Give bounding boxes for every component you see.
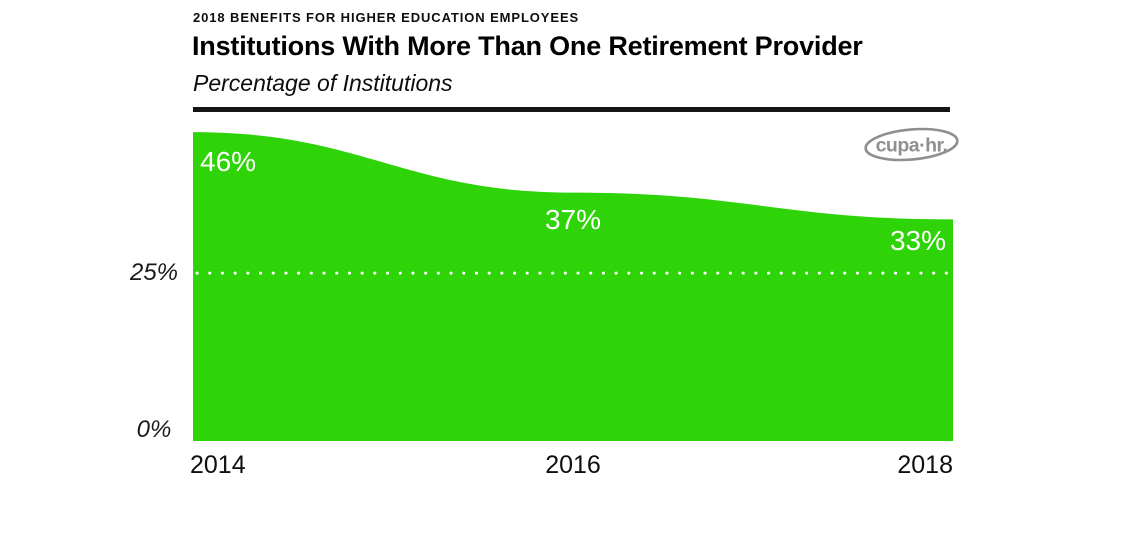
x-tick-2014: 2014 — [190, 451, 246, 479]
data-label-2014: 46% — [200, 146, 257, 178]
y-tick-25: 25% — [129, 259, 179, 287]
chart-title: Institutions With More Than One Retireme… — [192, 31, 863, 61]
report-eyebrow: 2018 BENEFITS FOR HIGHER EDUCATION EMPLO… — [193, 10, 580, 25]
y-tick-0: 0% — [136, 416, 172, 443]
data-label-2016: 37% — [544, 203, 602, 235]
header-rule — [193, 107, 950, 112]
data-label-2018: 33% — [889, 225, 946, 257]
logo-text: cupa·hr. — [876, 135, 948, 157]
x-tick-2018: 2018 — [897, 451, 953, 479]
logo-oval-icon: cupa·hr. — [864, 127, 959, 162]
cupa-hr-logo: cupa·hr. — [862, 124, 961, 166]
x-tick-2016: 2016 — [545, 451, 601, 479]
chart-subtitle: Percentage of Institutions — [193, 70, 453, 96]
area-chart-plot: 46% 37% 33% — [193, 112, 953, 441]
area-shape — [193, 132, 953, 441]
